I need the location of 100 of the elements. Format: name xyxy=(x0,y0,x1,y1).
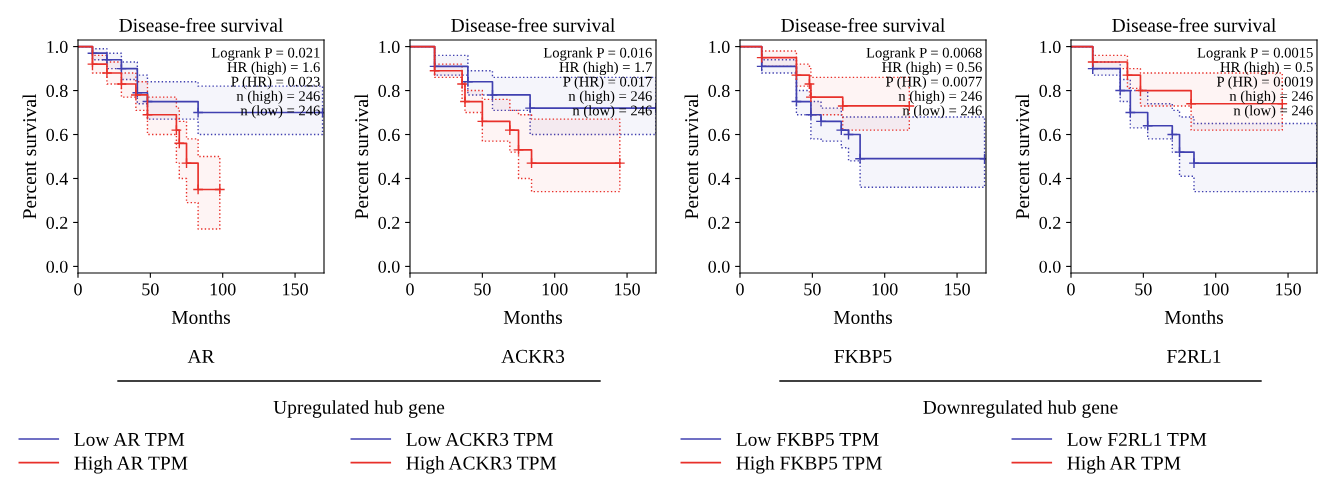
point xyxy=(115,63,127,75)
point xyxy=(504,124,516,136)
point xyxy=(86,58,99,70)
y-axis-title: Percent survival xyxy=(1015,93,1030,219)
y-tick-label: 0.4 xyxy=(1039,172,1061,185)
point xyxy=(141,109,154,121)
text: Upregulated hub gene xyxy=(273,400,445,418)
point xyxy=(790,69,802,81)
y-tick-label: 0.6 xyxy=(46,128,68,142)
annotation: P (HR) = 0.023 xyxy=(231,76,320,90)
point xyxy=(429,65,441,77)
point xyxy=(837,100,849,112)
y-tick-label: 1.0 xyxy=(709,40,730,54)
x-tick-label: 0 xyxy=(736,283,744,296)
annotation: P (HR) = 0.0019 xyxy=(1216,76,1313,90)
annotation: n (low) = 246 xyxy=(1233,105,1313,119)
point xyxy=(805,91,817,103)
point xyxy=(1185,98,1197,110)
x-tick-label: 150 xyxy=(615,283,640,296)
annotation: Logrank P = 0.021 xyxy=(211,47,320,61)
point xyxy=(803,78,816,90)
x-axis-title: Months xyxy=(833,310,893,324)
point xyxy=(192,106,204,119)
point xyxy=(842,128,855,141)
point xyxy=(1114,85,1126,97)
point xyxy=(1166,128,1178,141)
point xyxy=(462,76,474,88)
annotation: HR (high) = 1.7 xyxy=(559,61,652,76)
annotation: P (HR) = 0.0077 xyxy=(885,76,982,90)
y-tick-label: 0.8 xyxy=(1039,84,1061,98)
legend-label: High ACKR3 TPM xyxy=(406,455,557,474)
point xyxy=(192,183,204,196)
point xyxy=(525,157,538,169)
point xyxy=(180,157,193,169)
x-tick-label: 100 xyxy=(542,283,568,296)
y-tick-label: 1.0 xyxy=(1040,40,1061,54)
y-tick-label: 1.0 xyxy=(47,40,68,54)
y-tick-label: 0.0 xyxy=(1039,260,1061,273)
y-tick-label: 0.0 xyxy=(708,260,730,273)
y-tick-label: 0.6 xyxy=(708,128,730,142)
legend-label: Low F2RL1 TPM xyxy=(1067,432,1207,447)
point xyxy=(101,67,113,79)
text: F2RL1 xyxy=(1167,349,1221,363)
point xyxy=(173,137,185,149)
point xyxy=(476,115,488,127)
point xyxy=(854,153,866,165)
chart-title: Disease-free survival xyxy=(1112,17,1276,32)
y-tick-label: 0.2 xyxy=(1039,216,1061,229)
text: Downregulated hub gene xyxy=(923,400,1118,418)
y-axis-title: Percent survival xyxy=(22,93,37,219)
y-tick-label: 0.6 xyxy=(378,128,400,142)
x-tick-label: 0 xyxy=(406,283,414,296)
y-tick-label: 0.2 xyxy=(708,216,730,229)
point xyxy=(790,95,802,108)
point xyxy=(512,144,525,156)
annotation: n (high) = 246 xyxy=(1229,90,1313,104)
annotation: n (high) = 246 xyxy=(236,90,320,104)
x-axis-title: Months xyxy=(503,310,563,324)
annotation: n (high) = 246 xyxy=(898,90,982,104)
point xyxy=(1188,157,1200,169)
point xyxy=(835,124,847,136)
x-tick-label: 0 xyxy=(1067,283,1075,296)
text: ACKR3 xyxy=(501,349,565,363)
point xyxy=(1087,56,1099,68)
y-tick-label: 0.2 xyxy=(46,216,68,229)
point xyxy=(1142,120,1154,132)
y-tick-label: 0.8 xyxy=(378,84,400,98)
x-tick-label: 150 xyxy=(283,283,308,296)
x-tick-label: 50 xyxy=(804,283,821,296)
point xyxy=(456,78,468,90)
x-tick-label: 50 xyxy=(1135,283,1152,296)
y-tick-label: 0.6 xyxy=(1039,128,1061,142)
point xyxy=(756,60,768,72)
annotation: HR (high) = 0.56 xyxy=(882,61,982,76)
point xyxy=(1134,85,1147,97)
point xyxy=(101,54,113,66)
x-tick-label: 100 xyxy=(872,283,898,296)
point xyxy=(815,115,827,127)
annotation: Logrank P = 0.0015 xyxy=(1197,47,1313,61)
point xyxy=(115,78,127,90)
y-tick-label: 0.4 xyxy=(708,172,730,185)
y-tick-label: 0.0 xyxy=(378,260,400,273)
legend-label: Low FKBP5 TPM xyxy=(736,433,879,447)
x-tick-label: 150 xyxy=(945,283,970,296)
x-tick-label: 50 xyxy=(474,283,491,296)
annotation: HR (high) = 1.6 xyxy=(227,61,320,76)
legend-label: High AR TPM xyxy=(1067,455,1181,474)
point xyxy=(214,183,226,196)
legend-label: Low ACKR3 TPM xyxy=(406,432,553,447)
x-tick-label: 50 xyxy=(142,283,159,296)
x-tick-label: 0 xyxy=(74,283,82,296)
annotation: n (low) = 246 xyxy=(902,105,982,119)
chart-title: Disease-free survival xyxy=(119,17,283,32)
legend-label: Low AR TPM xyxy=(74,433,185,447)
y-axis-title: Percent survival xyxy=(354,93,369,219)
legend-label: High FKBP5 TPM xyxy=(736,455,882,474)
y-tick-label: 0.2 xyxy=(378,216,400,229)
y-tick-label: 1.0 xyxy=(379,40,400,54)
point xyxy=(1121,69,1133,81)
point xyxy=(1276,98,1288,110)
